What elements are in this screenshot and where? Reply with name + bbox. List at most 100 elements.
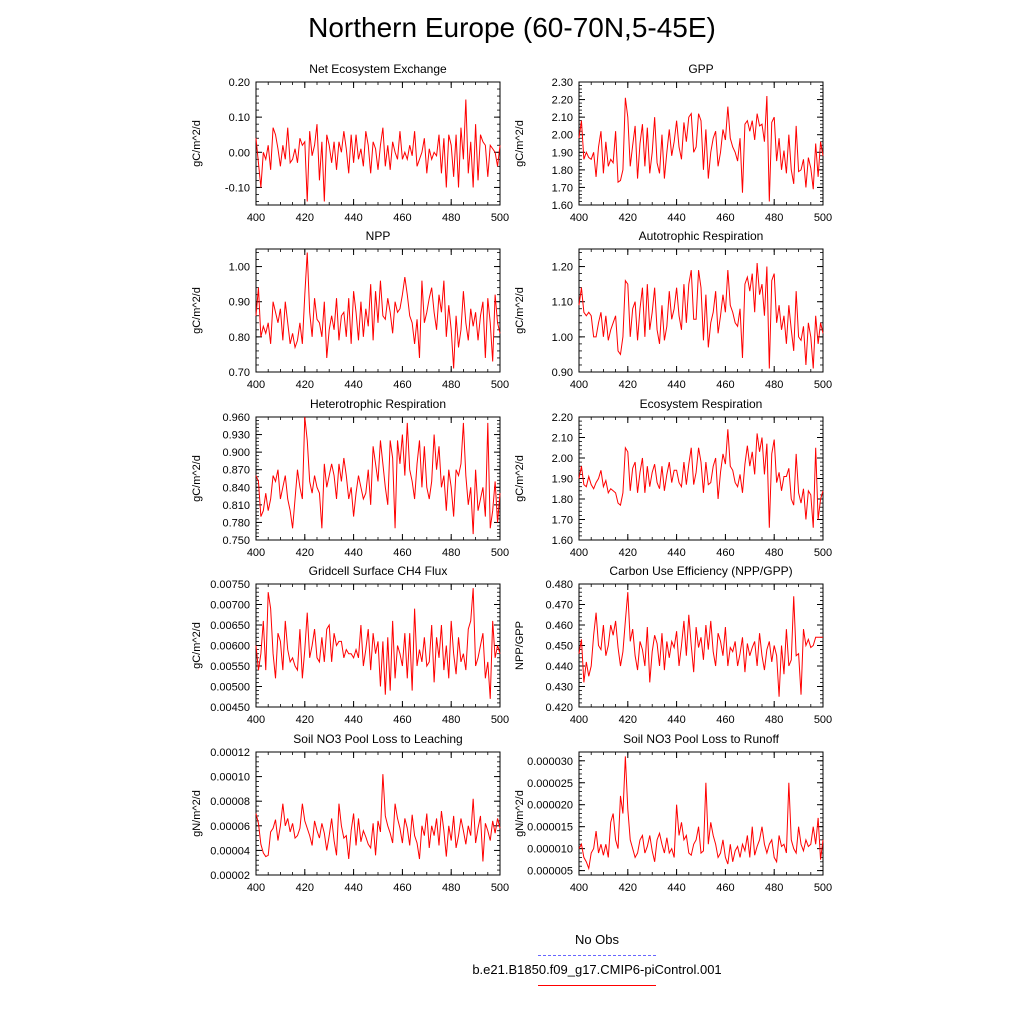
y-tick-label: 0.00450 bbox=[210, 702, 250, 714]
x-tick-label: 460 bbox=[393, 379, 411, 391]
y-tick-label: 0.90 bbox=[229, 297, 250, 309]
y-tick-label: 0.00004 bbox=[210, 845, 250, 857]
y-axis-label: gC/m^2/d bbox=[191, 455, 203, 502]
x-tick-label: 400 bbox=[570, 882, 588, 894]
subplot-title: Autotrophic Respiration bbox=[639, 229, 764, 243]
y-tick-label: 2.30 bbox=[552, 77, 573, 89]
x-tick-label: 420 bbox=[296, 379, 314, 391]
x-tick-label: 420 bbox=[296, 882, 314, 894]
x-tick-label: 460 bbox=[393, 212, 411, 224]
y-tick-label: 2.10 bbox=[552, 112, 573, 124]
plot-frame bbox=[255, 751, 501, 876]
x-tick-label: 500 bbox=[491, 212, 509, 224]
y-tick-label: 0.00010 bbox=[210, 772, 250, 784]
series-line bbox=[578, 429, 824, 528]
x-tick-label: 460 bbox=[716, 212, 734, 224]
x-tick-label: 440 bbox=[667, 379, 685, 391]
x-tick-label: 460 bbox=[716, 547, 734, 559]
y-tick-label: 0.000015 bbox=[527, 822, 573, 834]
subplot-title: Heterotrophic Respiration bbox=[310, 397, 446, 411]
y-tick-label: 0.000030 bbox=[527, 756, 573, 768]
y-tick-label: 0.810 bbox=[222, 500, 250, 512]
x-tick-label: 480 bbox=[765, 882, 783, 894]
x-tick-label: 480 bbox=[765, 379, 783, 391]
y-tick-label: 2.20 bbox=[552, 412, 573, 424]
x-tick-label: 460 bbox=[716, 379, 734, 391]
plot-frame bbox=[578, 416, 824, 541]
subplot-title: Carbon Use Efficiency (NPP/GPP) bbox=[609, 564, 792, 578]
y-tick-label: 1.60 bbox=[552, 535, 573, 547]
y-tick-label: 1.60 bbox=[552, 200, 573, 212]
x-tick-label: 400 bbox=[570, 379, 588, 391]
y-tick-label: 0.900 bbox=[222, 447, 250, 459]
y-tick-label: 0.00 bbox=[229, 147, 250, 159]
x-tick-label: 460 bbox=[393, 714, 411, 726]
y-tick-label: 0.70 bbox=[229, 367, 250, 379]
x-tick-label: 420 bbox=[296, 212, 314, 224]
x-tick-label: 440 bbox=[667, 547, 685, 559]
y-axis-label: gC/m^2/d bbox=[514, 120, 526, 167]
x-tick-label: 480 bbox=[442, 547, 460, 559]
x-tick-label: 460 bbox=[716, 882, 734, 894]
x-tick-label: 480 bbox=[442, 212, 460, 224]
y-tick-label: 0.00700 bbox=[210, 600, 250, 612]
legend-line-no-obs bbox=[538, 955, 656, 956]
y-tick-label: 1.00 bbox=[229, 262, 250, 274]
subplot-title: Ecosystem Respiration bbox=[640, 397, 763, 411]
y-axis-label: gN/m^2/d bbox=[514, 790, 526, 837]
y-tick-label: 0.00650 bbox=[210, 620, 250, 632]
subplot-title: GPP bbox=[688, 62, 713, 76]
y-axis-label: gC/m^2/d bbox=[514, 287, 526, 334]
x-tick-label: 400 bbox=[570, 714, 588, 726]
x-tick-label: 480 bbox=[442, 714, 460, 726]
y-tick-label: 0.750 bbox=[222, 535, 250, 547]
y-tick-label: 0.000005 bbox=[527, 866, 573, 878]
y-axis-label: gC/m^2/d bbox=[191, 120, 203, 167]
series-line bbox=[255, 774, 501, 862]
y-tick-label: 0.00012 bbox=[210, 747, 250, 759]
y-tick-label: 0.00006 bbox=[210, 821, 250, 833]
y-axis-label: NPP/GPP bbox=[514, 621, 526, 670]
x-tick-label: 500 bbox=[491, 714, 509, 726]
y-tick-label: 1.70 bbox=[552, 515, 573, 527]
x-tick-label: 400 bbox=[247, 379, 265, 391]
x-tick-label: 400 bbox=[247, 882, 265, 894]
y-tick-label: 0.000025 bbox=[527, 778, 573, 790]
y-tick-label: 0.00750 bbox=[210, 579, 250, 591]
x-tick-label: 440 bbox=[667, 212, 685, 224]
y-tick-label: 0.000020 bbox=[527, 800, 573, 812]
y-tick-label: 0.00008 bbox=[210, 796, 250, 808]
x-tick-label: 420 bbox=[619, 547, 637, 559]
x-tick-label: 440 bbox=[344, 547, 362, 559]
y-tick-label: 0.90 bbox=[552, 367, 573, 379]
y-tick-label: 2.00 bbox=[552, 130, 573, 142]
series-line bbox=[255, 588, 501, 699]
subplot-title: NPP bbox=[366, 229, 391, 243]
x-tick-label: 460 bbox=[393, 547, 411, 559]
y-tick-label: 2.10 bbox=[552, 433, 573, 445]
y-tick-label: 1.70 bbox=[552, 182, 573, 194]
x-tick-label: 500 bbox=[814, 882, 832, 894]
x-tick-label: 420 bbox=[296, 714, 314, 726]
y-tick-label: 2.00 bbox=[552, 453, 573, 465]
x-tick-label: 500 bbox=[814, 714, 832, 726]
y-axis-label: gC/m^2/d bbox=[191, 622, 203, 669]
x-tick-label: 480 bbox=[442, 379, 460, 391]
y-tick-label: 0.420 bbox=[545, 702, 573, 714]
x-tick-label: 400 bbox=[570, 212, 588, 224]
y-tick-label: 0.470 bbox=[545, 600, 573, 612]
x-tick-label: 500 bbox=[491, 547, 509, 559]
subplot-title: Soil NO3 Pool Loss to Runoff bbox=[623, 732, 780, 746]
x-tick-label: 500 bbox=[814, 379, 832, 391]
y-tick-label: -0.10 bbox=[225, 182, 250, 194]
y-axis-label: gN/m^2/d bbox=[191, 790, 203, 837]
y-tick-label: 0.10 bbox=[229, 112, 250, 124]
y-tick-label: 0.00500 bbox=[210, 682, 250, 694]
y-tick-label: 0.440 bbox=[545, 661, 573, 673]
x-tick-label: 420 bbox=[619, 212, 637, 224]
y-tick-label: 0.840 bbox=[222, 482, 250, 494]
legend-line-model-run bbox=[538, 985, 656, 986]
plot-frame bbox=[578, 248, 824, 373]
x-tick-label: 420 bbox=[619, 379, 637, 391]
